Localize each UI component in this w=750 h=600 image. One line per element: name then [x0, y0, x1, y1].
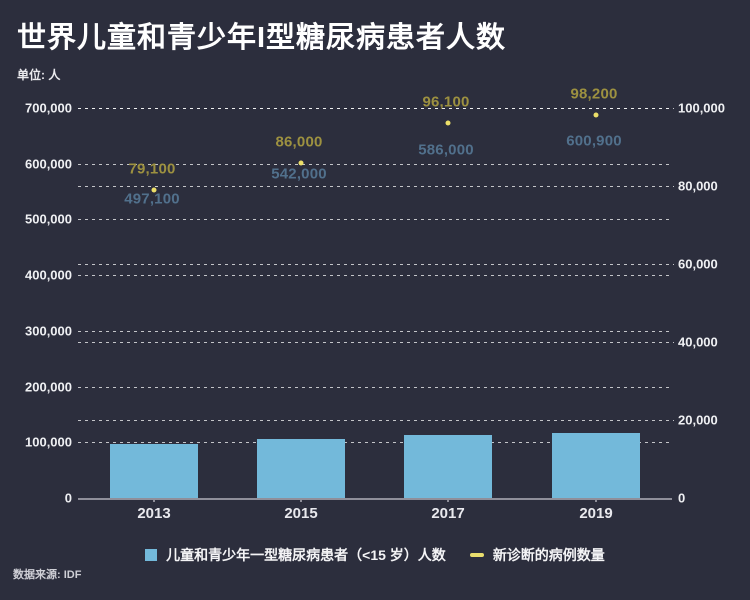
left-axis-gridline — [78, 386, 670, 388]
x-axis-label-2015: 2015 — [284, 505, 318, 522]
right-axis-tick-label: 80,000 — [678, 178, 718, 194]
unit-label: 单位: 人 — [17, 68, 61, 82]
left-axis-tick-label: 300,000 — [25, 323, 72, 339]
legend-item-new-cases: 新诊断的病例数量 — [469, 545, 605, 565]
legend: 儿童和青少年一型糖尿病患者（<15 岁）人数 新诊断的病例数量 — [0, 545, 750, 565]
left-axis-tick-label: 0 — [64, 490, 72, 506]
new-cases-marker-2019 — [593, 112, 599, 118]
right-axis-gridline — [78, 420, 674, 421]
patients-value-label: 542,000 — [271, 165, 327, 183]
new-cases-value-label: 79,100 — [128, 160, 176, 177]
chart-title: 世界儿童和青少年I型糖尿病患者人数 — [17, 22, 507, 54]
left-axis-gridline — [78, 275, 670, 277]
bar-series-swatch-icon — [145, 549, 158, 561]
bar-2013 — [110, 444, 198, 498]
left-axis-gridline — [78, 219, 670, 221]
right-axis-tick-label: 100,000 — [678, 100, 725, 116]
right-axis-tick-label: 40,000 — [678, 334, 718, 350]
patients-value-label: 600,900 — [566, 132, 622, 150]
marker-series-swatch-icon — [469, 553, 484, 557]
new-cases-marker-2017 — [445, 120, 451, 126]
right-axis-gridline — [78, 108, 674, 109]
new-cases-value-label: 86,000 — [275, 133, 323, 151]
x-axis-tick — [595, 498, 597, 502]
patients-value-label: 586,000 — [418, 141, 474, 158]
x-axis-label-2013: 2013 — [137, 505, 171, 522]
right-axis-tick-label: 20,000 — [678, 412, 718, 428]
new-cases-marker-2015 — [298, 160, 304, 166]
left-axis-tick-label: 700,000 — [25, 100, 72, 116]
patients-value-label: 497,100 — [124, 190, 180, 208]
left-axis-gridline — [78, 442, 670, 444]
x-axis-tick — [153, 498, 155, 502]
left-axis-tick-label: 200,000 — [25, 379, 72, 395]
right-axis-tick-label: 0 — [678, 490, 686, 506]
bar-2019 — [552, 433, 640, 498]
right-axis-gridline — [78, 342, 674, 343]
new-cases-value-label: 98,200 — [570, 85, 618, 103]
legend-item-patients: 儿童和青少年一型糖尿病患者（<15 岁）人数 — [145, 545, 446, 565]
bar-2017 — [404, 435, 492, 498]
right-axis-gridline — [78, 186, 674, 187]
x-axis-tick — [300, 498, 302, 502]
x-axis-label-2017: 2017 — [431, 505, 465, 522]
left-axis-gridline — [78, 330, 670, 332]
bar-2015 — [257, 439, 345, 498]
x-axis-tick — [447, 498, 449, 502]
x-axis-label-2019: 2019 — [579, 505, 613, 522]
new-cases-marker-2013 — [151, 187, 157, 192]
x-axis-line — [78, 498, 672, 500]
legend-label-new-cases: 新诊断的病例数量 — [492, 547, 605, 563]
left-axis-tick-label: 100,000 — [25, 434, 72, 450]
legend-label-patients: 儿童和青少年一型糖尿病患者（<15 岁）人数 — [166, 547, 446, 563]
left-axis-gridline — [78, 163, 670, 165]
new-cases-value-label: 96,100 — [422, 93, 470, 111]
left-axis-tick-label: 600,000 — [25, 156, 72, 172]
data-source: 数据来源: IDF — [13, 569, 82, 581]
right-axis-gridline — [78, 264, 674, 265]
right-axis-tick-label: 60,000 — [678, 256, 718, 272]
left-axis-tick-label: 500,000 — [25, 211, 72, 227]
left-axis-tick-label: 400,000 — [25, 267, 72, 283]
